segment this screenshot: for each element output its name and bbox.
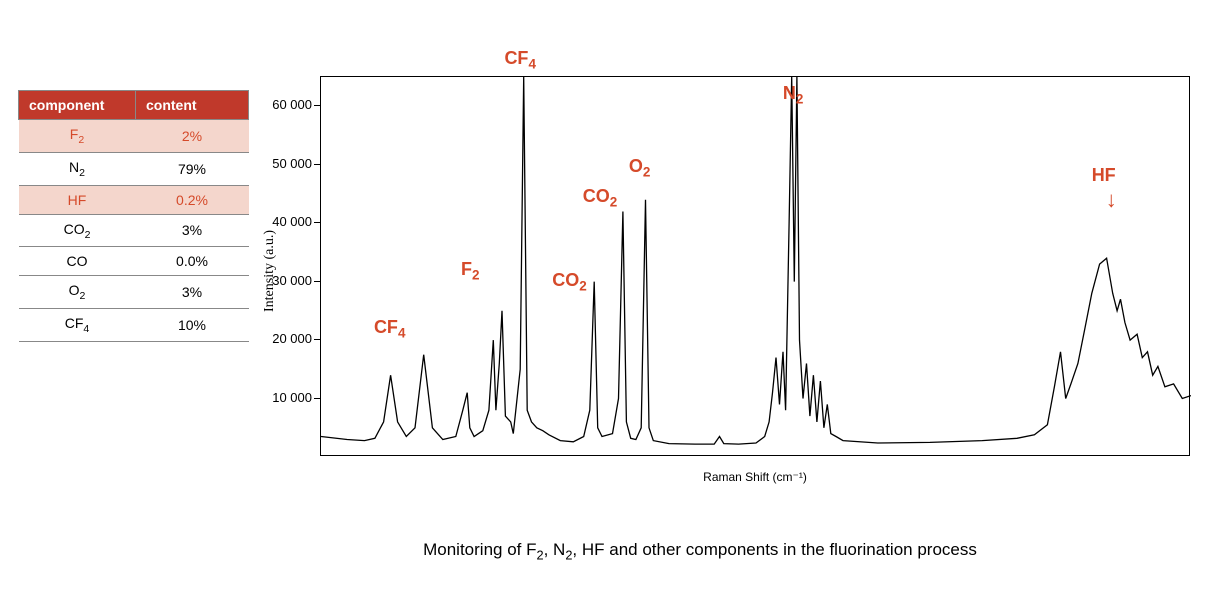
- peak-label: N2: [783, 83, 804, 107]
- y-tick-mark: [314, 105, 320, 106]
- spectrum-trace: [321, 77, 1191, 457]
- y-tick-label: 30 000: [262, 273, 312, 288]
- peak-label: O2: [629, 156, 651, 180]
- figure-stage: componentcontentF22%N279%HF0.2%CO23%CO0.…: [0, 0, 1212, 606]
- peak-label: CF4: [374, 317, 406, 341]
- y-tick-mark: [314, 398, 320, 399]
- figure-caption: Monitoring of F2, N2, HF and other compo…: [290, 540, 1110, 562]
- y-tick-mark: [314, 281, 320, 282]
- down-arrow-icon: ↓: [1106, 189, 1117, 211]
- y-tick-mark: [314, 222, 320, 223]
- y-tick-mark: [314, 339, 320, 340]
- y-tick-label: 10 000: [262, 390, 312, 405]
- y-axis-label: Intensity (a.u.): [262, 230, 278, 312]
- peak-label: HF: [1092, 165, 1116, 186]
- peak-label: CF4: [504, 48, 536, 72]
- raman-spectrum-chart: [320, 76, 1190, 456]
- y-tick-label: 50 000: [262, 156, 312, 171]
- x-axis-label: Raman Shift (cm⁻¹): [320, 470, 1190, 484]
- peak-label: F2: [461, 259, 480, 283]
- component-table: componentcontentF22%N279%HF0.2%CO23%CO0.…: [18, 90, 249, 342]
- y-tick-label: 20 000: [262, 331, 312, 346]
- y-tick-mark: [314, 164, 320, 165]
- peak-label: CO2: [583, 186, 618, 210]
- y-tick-label: 60 000: [262, 97, 312, 112]
- peak-label: CO2: [552, 270, 587, 294]
- y-tick-label: 40 000: [262, 214, 312, 229]
